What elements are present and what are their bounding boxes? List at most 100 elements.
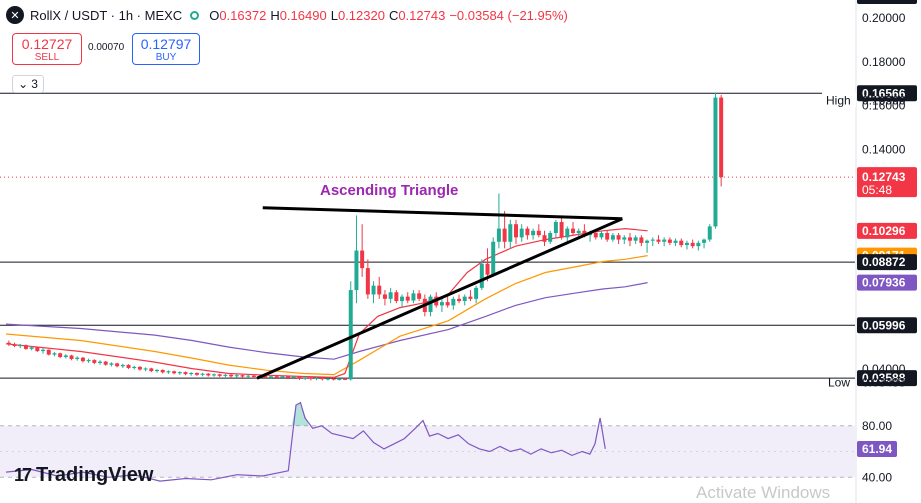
candle-body	[485, 263, 490, 275]
candle-body	[548, 232, 553, 242]
price-label-text: 0.07936	[862, 276, 906, 290]
rsi-tick-label: 40.00	[862, 470, 892, 484]
buy-button[interactable]: 0.12797 BUY	[132, 33, 200, 65]
sell-button[interactable]: 0.12727 SELL	[12, 33, 82, 65]
high-label: High	[826, 93, 851, 107]
candles-layer	[6, 92, 724, 381]
candle-body	[514, 224, 519, 238]
ohlc-value: 0.16372	[219, 7, 267, 23]
candle-body	[314, 377, 319, 379]
price-label-text: 0.05996	[862, 318, 906, 332]
price-label-tag	[857, 370, 917, 387]
candle-body	[639, 237, 644, 243]
candle-body	[308, 377, 313, 379]
candle-body	[320, 377, 325, 380]
candle-body	[274, 376, 279, 378]
rsi-last-tag	[857, 441, 897, 458]
candle-body	[702, 239, 707, 243]
market-open-dot-icon	[190, 10, 200, 20]
candle-body	[508, 224, 513, 242]
price-label-tag	[857, 317, 917, 334]
price-label-text: 0.16566	[862, 86, 906, 100]
rsi-pane[interactable]	[0, 401, 855, 482]
ohlc-key: O	[209, 7, 220, 23]
price-label-tag	[857, 0, 917, 4]
candle-body	[474, 287, 479, 299]
price-tick-label: 0.14000	[862, 143, 906, 157]
rsi-last-value: 61.94	[862, 442, 892, 456]
ohlc-value: 0.16490	[279, 7, 327, 23]
candle-body	[553, 222, 558, 233]
candle-body	[457, 298, 462, 302]
rollx-coin-icon: ✕	[6, 6, 24, 24]
candle-body	[684, 242, 689, 246]
candle-body	[491, 241, 496, 275]
candle-body	[382, 294, 387, 299]
candle-body	[468, 296, 473, 299]
price-label-tag	[857, 254, 917, 271]
candle-body	[627, 237, 632, 241]
candle-body	[160, 369, 165, 373]
candle-body	[570, 228, 575, 233]
triangle-drawing[interactable]	[256, 206, 623, 380]
candle-body	[115, 363, 120, 367]
candle-body	[439, 302, 444, 306]
candle-body	[719, 97, 724, 178]
candle-body	[23, 345, 28, 349]
candle-body	[29, 347, 34, 349]
candle-body	[103, 361, 108, 365]
low-value: 0.03483	[862, 375, 906, 389]
last-price-tag	[857, 167, 917, 198]
horizontal-lines-layer	[0, 92, 855, 379]
candle-body	[707, 226, 712, 240]
candle-body	[451, 298, 456, 306]
candle-body	[388, 292, 393, 299]
candle-body	[86, 360, 91, 362]
candle-body	[297, 376, 302, 379]
high-label-bg	[822, 92, 856, 108]
spread-value: 0.00070	[88, 42, 125, 53]
price-tick-label: 0.16000	[862, 99, 906, 113]
candle-body	[713, 97, 718, 227]
tradingview-logo[interactable]: 17 TradingView	[14, 464, 153, 487]
candle-body	[303, 377, 308, 379]
candle-body	[650, 239, 655, 241]
candle-body	[149, 368, 154, 372]
candle-body	[331, 378, 336, 380]
pattern-annotation[interactable]: Ascending Triangle	[320, 182, 458, 199]
symbol-header[interactable]: ✕ RollX / USDT · 1h · MEXC O0.16372 H0.16…	[6, 6, 568, 24]
indicators-toggle[interactable]: ⌄ 3	[12, 75, 44, 93]
candle-body	[337, 378, 342, 380]
candle-body	[291, 376, 296, 378]
candle-body	[109, 363, 114, 365]
candle-body	[519, 228, 524, 238]
candle-body	[610, 235, 615, 240]
sell-label: SELL	[34, 52, 60, 63]
candle-body	[633, 237, 638, 241]
buy-price: 0.12797	[140, 36, 192, 52]
candle-body	[223, 374, 228, 376]
candle-body	[206, 373, 211, 376]
ohlc-value: −0.03584 (−21.95%)	[449, 7, 568, 23]
ema-slow-line	[5, 282, 648, 360]
candle-body	[542, 235, 547, 242]
candle-body	[371, 285, 376, 295]
candle-body	[325, 378, 330, 380]
ohlc-key: L	[330, 7, 338, 23]
candle-body	[69, 355, 74, 359]
rsi-line	[5, 401, 606, 482]
candle-body	[405, 296, 410, 301]
candle-body	[189, 373, 194, 375]
price-axis[interactable]: 0.200000.180000.160000.140000.040000.210…	[822, 0, 921, 503]
symbol-title[interactable]: RollX / USDT · 1h · MEXC	[30, 7, 183, 23]
ohlc-key: H	[270, 7, 280, 23]
candle-body	[137, 366, 142, 370]
candle-body	[365, 268, 370, 295]
candle-body	[348, 290, 353, 380]
candle-body	[354, 250, 359, 291]
candle-body	[605, 232, 610, 240]
candle-body	[400, 296, 405, 302]
candle-body	[343, 378, 348, 380]
